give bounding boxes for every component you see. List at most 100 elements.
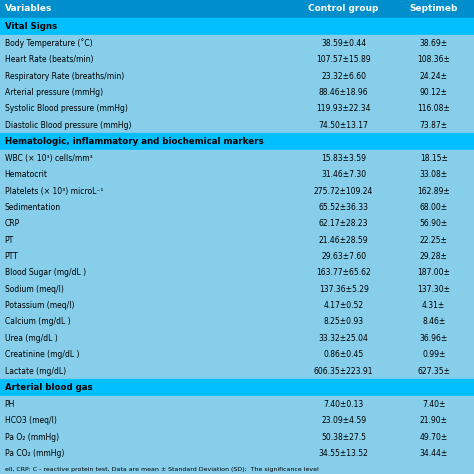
Bar	[0, 183, 474, 200]
Text: Calcium (mg/dL ): Calcium (mg/dL )	[5, 318, 70, 327]
Text: Sedimentation: Sedimentation	[5, 203, 61, 212]
Text: 73.87±: 73.87±	[419, 120, 448, 129]
Text: 0.99±: 0.99±	[422, 350, 446, 359]
Text: CRP: CRP	[5, 219, 20, 228]
Text: PH: PH	[5, 400, 15, 409]
Bar	[0, 232, 474, 248]
Text: HCO3 (meq/l): HCO3 (meq/l)	[5, 416, 56, 425]
Text: 23.09±4.59: 23.09±4.59	[321, 416, 366, 425]
Text: 4.31±: 4.31±	[422, 301, 446, 310]
Text: Body Temperature (˚C): Body Temperature (˚C)	[5, 38, 92, 48]
Text: 31.46±7.30: 31.46±7.30	[321, 170, 366, 179]
Bar	[0, 133, 474, 150]
Bar	[0, 379, 474, 396]
Text: Pa CO₂ (mmHg): Pa CO₂ (mmHg)	[5, 449, 64, 458]
Text: ell, CRP: C - reactive protein test, Data are mean ± Standard Deviation (SD);  T: ell, CRP: C - reactive protein test, Dat…	[5, 466, 319, 472]
Text: 8.46±: 8.46±	[422, 318, 446, 327]
Bar	[0, 462, 474, 474]
Bar	[0, 346, 474, 363]
Text: Potassium (meq/l): Potassium (meq/l)	[5, 301, 74, 310]
Text: Systolic Blood pressure (mmHg): Systolic Blood pressure (mmHg)	[5, 104, 128, 113]
Text: 7.40±: 7.40±	[422, 400, 446, 409]
Text: Septimeb: Septimeb	[410, 4, 458, 13]
Bar	[0, 167, 474, 183]
Text: Respiratory Rate (breaths/min): Respiratory Rate (breaths/min)	[5, 72, 124, 81]
Text: 29.63±7.60: 29.63±7.60	[321, 252, 366, 261]
Text: 137.30±: 137.30±	[417, 285, 450, 294]
Text: 50.38±27.5: 50.38±27.5	[321, 433, 366, 442]
Text: 162.89±: 162.89±	[417, 187, 450, 196]
Text: Sodium (meq/l): Sodium (meq/l)	[5, 285, 64, 294]
Text: 275.72±109.24: 275.72±109.24	[314, 187, 374, 196]
Text: 38.69±: 38.69±	[419, 39, 448, 48]
Text: Control group: Control group	[309, 4, 379, 13]
Text: 7.40±0.13: 7.40±0.13	[324, 400, 364, 409]
Text: Variables: Variables	[5, 4, 52, 13]
Text: 163.77±65.62: 163.77±65.62	[316, 268, 371, 277]
Text: 90.12±: 90.12±	[419, 88, 448, 97]
Text: Pa O₂ (mmHg): Pa O₂ (mmHg)	[5, 433, 59, 442]
Text: WBC (× 10³) cells/mm³: WBC (× 10³) cells/mm³	[5, 154, 92, 163]
Text: 108.36±: 108.36±	[417, 55, 450, 64]
Text: 187.00±: 187.00±	[417, 268, 450, 277]
Text: 88.46±18.96: 88.46±18.96	[319, 88, 368, 97]
Text: Creatinine (mg/dL ): Creatinine (mg/dL )	[5, 350, 79, 359]
Bar	[0, 84, 474, 100]
Text: 606.35±223.91: 606.35±223.91	[314, 366, 374, 375]
Bar	[0, 330, 474, 346]
Text: 23.32±6.60: 23.32±6.60	[321, 72, 366, 81]
Bar	[0, 413, 474, 429]
Bar	[0, 265, 474, 281]
Text: 49.70±: 49.70±	[419, 433, 448, 442]
Bar	[0, 18, 474, 35]
Bar	[0, 298, 474, 314]
Text: Platelets (× 10³) microL⁻¹: Platelets (× 10³) microL⁻¹	[5, 187, 103, 196]
Text: 24.24±: 24.24±	[419, 72, 448, 81]
Bar	[0, 446, 474, 462]
Text: 627.35±: 627.35±	[417, 366, 450, 375]
Text: Hematologic, inflammatory and biochemical markers: Hematologic, inflammatory and biochemica…	[5, 137, 264, 146]
Text: 18.15±: 18.15±	[420, 154, 447, 163]
Text: Diastolic Blood pressure (mmHg): Diastolic Blood pressure (mmHg)	[5, 120, 131, 129]
Text: Lactate (mg/dL): Lactate (mg/dL)	[5, 366, 66, 375]
Bar	[0, 100, 474, 117]
Bar	[0, 429, 474, 446]
Text: 34.55±13.52: 34.55±13.52	[319, 449, 369, 458]
Bar	[0, 281, 474, 298]
Text: Blood Sugar (mg/dL ): Blood Sugar (mg/dL )	[5, 268, 86, 277]
Text: 34.44±: 34.44±	[419, 449, 448, 458]
Bar	[0, 363, 474, 379]
Bar	[0, 150, 474, 167]
Text: PTT: PTT	[5, 252, 18, 261]
Text: 62.17±28.23: 62.17±28.23	[319, 219, 368, 228]
Text: 56.90±: 56.90±	[419, 219, 448, 228]
Text: 15.83±3.59: 15.83±3.59	[321, 154, 366, 163]
Text: PT: PT	[5, 236, 14, 245]
Text: 68.00±: 68.00±	[419, 203, 448, 212]
Text: 116.08±: 116.08±	[417, 104, 450, 113]
Text: Arterial blood gas: Arterial blood gas	[5, 383, 92, 392]
Bar	[0, 52, 474, 68]
Text: 22.25±: 22.25±	[420, 236, 447, 245]
Bar	[0, 396, 474, 413]
Text: 33.08±: 33.08±	[419, 170, 448, 179]
Text: 8.25±0.93: 8.25±0.93	[324, 318, 364, 327]
Text: 36.96±: 36.96±	[419, 334, 448, 343]
Text: 4.17±0.52: 4.17±0.52	[324, 301, 364, 310]
Bar	[0, 0, 474, 18]
Text: 33.32±25.04: 33.32±25.04	[319, 334, 369, 343]
Bar	[0, 314, 474, 330]
Bar	[0, 248, 474, 265]
Text: 38.59±0.44: 38.59±0.44	[321, 39, 366, 48]
Text: 0.86±0.45: 0.86±0.45	[324, 350, 364, 359]
Bar	[0, 117, 474, 133]
Text: 107.57±15.89: 107.57±15.89	[316, 55, 371, 64]
Text: Urea (mg/dL ): Urea (mg/dL )	[5, 334, 57, 343]
Text: Vital Signs: Vital Signs	[5, 22, 57, 31]
Bar	[0, 216, 474, 232]
Text: Heart Rate (beats/min): Heart Rate (beats/min)	[5, 55, 93, 64]
Bar	[0, 35, 474, 52]
Text: 65.52±36.33: 65.52±36.33	[319, 203, 369, 212]
Bar	[0, 200, 474, 216]
Text: 21.90±: 21.90±	[419, 416, 448, 425]
